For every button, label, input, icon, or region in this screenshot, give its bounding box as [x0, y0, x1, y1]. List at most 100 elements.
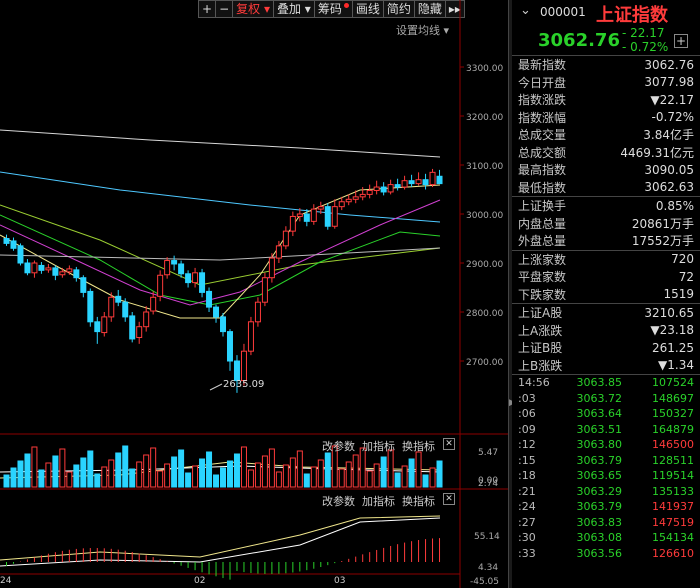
- vol-switch-indicator-button[interactable]: 换指标: [402, 440, 435, 453]
- tick-row: :27 3063.83 147519: [512, 515, 700, 531]
- macd-add-indicator-button[interactable]: 加指标: [362, 495, 395, 508]
- price-axis-label: 3000.00: [466, 211, 503, 221]
- price-axis-label: 2700.00: [466, 358, 503, 368]
- macd-axis-label: 55.14: [474, 532, 500, 542]
- tick-list[interactable]: 14:56 3063.85 107524:03 3063.72 148697:06 306…: [512, 374, 700, 561]
- tick-time: :06: [518, 407, 536, 421]
- chip-label: 筹码: [317, 2, 342, 16]
- panel-splitter[interactable]: [508, 0, 512, 588]
- stat-value: -0.72%: [651, 110, 694, 125]
- stat-label: 指数涨跌: [518, 93, 567, 108]
- stat-value: 3062.76: [644, 57, 694, 72]
- tick-time: :18: [518, 469, 536, 483]
- vol-axis-label: 2.74: [478, 479, 499, 489]
- stat-row: 上涨家数 720: [512, 251, 700, 269]
- stat-row: 今日开盘 3077.98: [512, 74, 700, 92]
- stat-label: 总成交量: [518, 128, 567, 143]
- add-watchlist-button[interactable]: +: [674, 34, 688, 48]
- stat-value: 17552万手: [631, 234, 694, 249]
- tick-volume: 164879: [652, 422, 694, 436]
- stat-label: 内盘总量: [518, 216, 567, 231]
- vol-close-icon[interactable]: ✕: [443, 438, 455, 450]
- stat-row: 总成交额 4469.31亿元: [512, 144, 700, 162]
- stat-value: 3090.05: [644, 162, 694, 177]
- restore-rights-dropdown[interactable]: 复权 ▾: [232, 0, 273, 18]
- stat-label: 上A涨跌: [518, 323, 563, 338]
- stat-value: 20861万手: [631, 216, 694, 231]
- quote-header: ⌄ 000001 上证指数: [512, 0, 700, 26]
- stat-label: 最新指数: [518, 58, 567, 73]
- tick-row: :24 3063.79 141937: [512, 499, 700, 515]
- macd-indicator: [6, 538, 441, 580]
- tick-row: :03 3063.72 148697: [512, 391, 700, 407]
- stat-value: 261.25: [652, 340, 694, 355]
- chart-area[interactable]: + − 复权 ▾ 叠加 ▾ 筹码 画线 简约 隐藏 ▸▸ 设置均线 ▾ 3300…: [0, 0, 508, 588]
- stat-label: 上B涨跌: [518, 358, 563, 373]
- stat-label: 上证B股: [518, 341, 563, 356]
- stat-label: 平盘家数: [518, 270, 567, 285]
- zoom-in-button[interactable]: +: [198, 0, 216, 18]
- low-annotation: 2635.09: [223, 379, 264, 390]
- tick-volume: 107524: [652, 376, 694, 390]
- tick-time: :33: [518, 546, 536, 560]
- tick-volume: 119514: [652, 469, 694, 483]
- stat-value: ▼23.18: [650, 323, 694, 338]
- tick-price: 3063.65: [576, 469, 623, 483]
- tick-volume: 148697: [652, 391, 694, 405]
- stat-label: 上证A股: [518, 306, 563, 321]
- zoom-out-button[interactable]: −: [215, 0, 233, 18]
- tick-volume: 128511: [652, 453, 694, 467]
- stat-label: 最低指数: [518, 180, 567, 195]
- stat-row: 外盘总量 17552万手: [512, 232, 700, 250]
- stat-value: ▼1.34: [658, 358, 694, 373]
- stat-row: 上证B股 261.25: [512, 339, 700, 357]
- stat-row: 指数涨跌 ▼22.17: [512, 91, 700, 109]
- stat-row: 上A涨跌 ▼23.18: [512, 322, 700, 340]
- stat-value: 72: [678, 269, 694, 284]
- tick-price: 3063.83: [576, 515, 623, 529]
- stats-section-volume: 上证换手 0.85% 内盘总量 20861万手 外盘总量 17552万手: [512, 196, 700, 250]
- tick-price: 3063.29: [576, 484, 623, 498]
- overlay-dropdown[interactable]: 叠加 ▾: [272, 0, 314, 18]
- price-box: 3062.76 - 22.17 - 0.72% +: [512, 26, 700, 56]
- ma-setting-dropdown[interactable]: 设置均线 ▾: [396, 24, 450, 37]
- price-axis-label: 2800.00: [466, 309, 503, 319]
- macd-close-icon[interactable]: ✕: [443, 493, 455, 505]
- stat-value: 720: [671, 252, 694, 267]
- tick-row: :06 3063.64 150327: [512, 406, 700, 422]
- tick-row: :15 3063.79 128511: [512, 453, 700, 469]
- stat-value: 3077.98: [644, 75, 694, 90]
- tick-time: :27: [518, 515, 536, 529]
- stat-row: 最低指数 3062.63: [512, 179, 700, 197]
- stats-section-breadth: 上涨家数 720 平盘家数 72 下跌家数 1519: [512, 249, 700, 304]
- simple-button[interactable]: 简约: [382, 0, 414, 18]
- tick-price: 3063.08: [576, 531, 623, 545]
- chart-toolbar: + − 复权 ▾ 叠加 ▾ 筹码 画线 简约 隐藏 ▸▸: [198, 0, 465, 18]
- price-axis: 3300.00 3200.00 3100.00 3000.00 2900.00 2800.…: [460, 64, 503, 368]
- stat-row: 总成交量 3.84亿手: [512, 126, 700, 144]
- hide-button[interactable]: 隐藏: [413, 0, 445, 18]
- tick-time: :09: [518, 422, 536, 436]
- vol-axis-label: 5.47: [478, 448, 499, 458]
- macd-params-button[interactable]: 改参数: [322, 495, 355, 508]
- vol-params-button[interactable]: 改参数: [322, 440, 355, 453]
- price-change: - 22.17: [622, 26, 665, 40]
- price-axis-label: 3200.00: [466, 113, 503, 123]
- draw-line-button[interactable]: 画线: [351, 0, 383, 18]
- quote-panel: ⌄ 000001 上证指数 3062.76 - 22.17 - 0.72% + …: [512, 0, 700, 588]
- stat-label: 总成交额: [518, 145, 567, 160]
- price-axis-label: 3300.00: [466, 64, 503, 74]
- tick-volume: 141937: [652, 500, 694, 514]
- date-label: 24: [0, 576, 12, 586]
- vol-add-indicator-button[interactable]: 加指标: [362, 440, 395, 453]
- chip-button[interactable]: 筹码: [313, 0, 352, 18]
- tick-time: :03: [518, 391, 536, 405]
- tick-volume: 150327: [652, 407, 694, 421]
- stat-label: 指数涨幅: [518, 110, 567, 125]
- tick-price: 3063.64: [576, 407, 623, 421]
- stat-value: 3062.63: [644, 180, 694, 195]
- tick-row: :12 3063.80 146500: [512, 437, 700, 453]
- chevron-down-icon[interactable]: ⌄: [520, 3, 531, 18]
- macd-switch-indicator-button[interactable]: 换指标: [402, 495, 435, 508]
- macd-axis-label: -45.05: [470, 577, 500, 587]
